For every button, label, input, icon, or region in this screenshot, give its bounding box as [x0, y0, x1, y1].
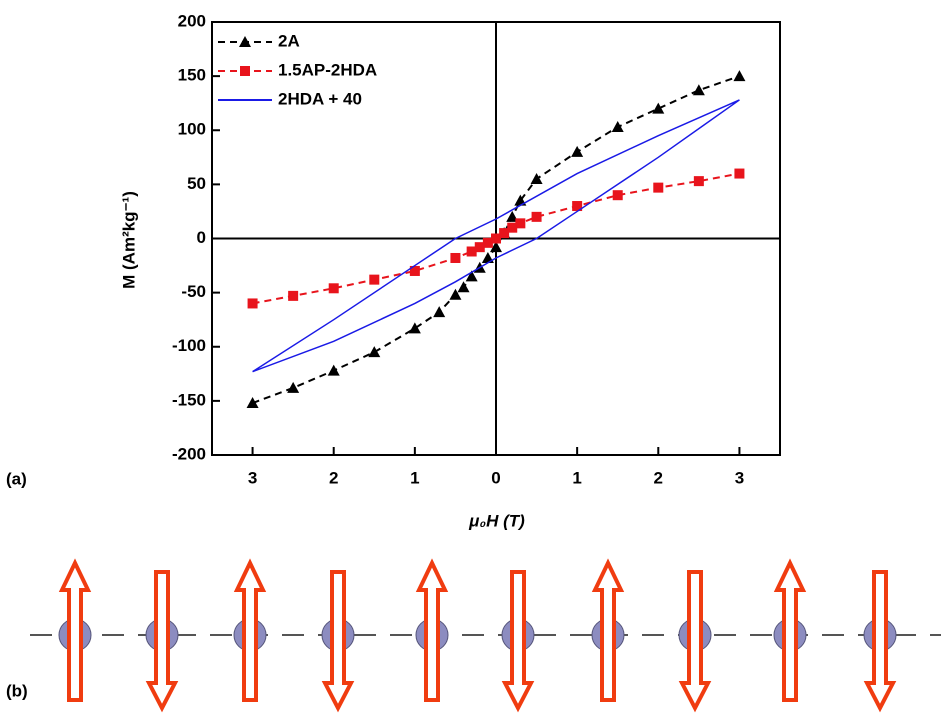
marker	[328, 283, 339, 294]
marker	[515, 218, 526, 229]
marker	[490, 241, 502, 253]
x-tick-label: 1	[410, 468, 419, 487]
x-tick-label: 1	[572, 468, 581, 487]
spin	[145, 570, 179, 713]
spin-arrow	[233, 558, 267, 702]
marker	[247, 298, 258, 309]
marker	[449, 288, 462, 300]
marker	[465, 270, 478, 282]
y-tick-label: -100	[172, 336, 206, 355]
marker	[239, 36, 251, 47]
marker	[368, 346, 381, 358]
marker	[506, 210, 519, 222]
marker	[612, 190, 623, 201]
spin-arrow	[415, 558, 449, 702]
x-tick-label: 3	[735, 468, 744, 487]
marker	[507, 222, 518, 233]
marker	[491, 233, 501, 244]
marker	[611, 121, 624, 133]
y-tick-label: -50	[181, 282, 206, 301]
spin-arrow	[145, 570, 179, 713]
marker	[652, 102, 665, 114]
marker	[653, 182, 664, 193]
marker	[693, 176, 704, 187]
marker	[692, 84, 705, 96]
legend-label: 2A	[278, 31, 300, 50]
spin-arrow	[58, 558, 92, 702]
spin-arrow	[678, 570, 712, 713]
marker	[482, 237, 493, 248]
marker	[450, 252, 461, 263]
marker	[734, 168, 745, 179]
marker	[571, 145, 584, 157]
marker	[457, 281, 470, 293]
y-tick-label: 0	[197, 228, 206, 247]
spin	[58, 558, 92, 702]
spin	[678, 570, 712, 713]
spin-arrow	[773, 558, 807, 702]
marker	[408, 322, 421, 334]
legend-label: 1.5AP-2HDA	[278, 60, 377, 79]
y-tick-label: 200	[178, 11, 206, 30]
marker	[733, 70, 746, 82]
y-tick-label: -150	[172, 390, 206, 409]
marker	[466, 246, 477, 257]
x-tick-label: 0	[491, 468, 500, 487]
x-tick-label: 2	[329, 468, 338, 487]
spin-arrow	[591, 558, 625, 702]
spin-arrow	[863, 570, 897, 713]
marker	[481, 251, 494, 263]
x-tick-label: 2	[654, 468, 663, 487]
spin	[233, 558, 267, 702]
marker	[369, 274, 380, 285]
spin-arrow	[501, 570, 535, 713]
marker	[433, 306, 446, 318]
panel-label: (a)	[6, 469, 27, 488]
marker	[288, 290, 299, 301]
spin	[773, 558, 807, 702]
spin	[863, 570, 897, 713]
y-tick-label: 150	[178, 66, 206, 85]
y-tick-label: 100	[178, 120, 206, 139]
marker	[499, 228, 510, 239]
series-line	[252, 99, 740, 373]
y-tick-label: 50	[187, 174, 206, 193]
marker	[240, 66, 250, 76]
marker	[531, 211, 542, 222]
x-axis-label: μ₀H (T)	[468, 511, 525, 530]
marker	[287, 381, 300, 393]
legend-label: 2HDA + 40	[278, 89, 362, 108]
y-tick-label: -200	[172, 444, 206, 463]
spin-arrow	[321, 570, 355, 713]
y-axis-label: M (Am²kg⁻¹)	[119, 191, 138, 289]
marker	[327, 364, 340, 376]
marker	[530, 172, 543, 184]
marker	[474, 242, 485, 253]
spin	[501, 570, 535, 713]
marker	[572, 201, 583, 212]
spin	[591, 558, 625, 702]
x-tick-label: 3	[248, 468, 257, 487]
marker	[246, 397, 259, 409]
spin	[321, 570, 355, 713]
marker	[409, 265, 420, 276]
panel-label: (b)	[6, 681, 28, 700]
spin	[415, 558, 449, 702]
